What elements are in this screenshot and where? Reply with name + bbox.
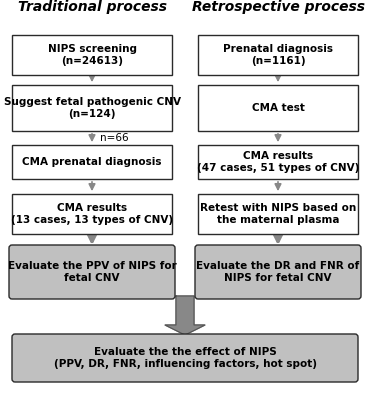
FancyBboxPatch shape <box>198 85 358 131</box>
FancyBboxPatch shape <box>198 145 358 179</box>
Text: Prenatal diagnosis
(n=1161): Prenatal diagnosis (n=1161) <box>223 44 333 66</box>
Text: CMA results
(13 cases, 13 types of CNV): CMA results (13 cases, 13 types of CNV) <box>11 203 173 225</box>
FancyBboxPatch shape <box>198 194 358 234</box>
FancyBboxPatch shape <box>195 245 361 299</box>
Text: Evaluate the the effect of NIPS
(PPV, DR, FNR, influencing factors, hot spot): Evaluate the the effect of NIPS (PPV, DR… <box>54 347 316 369</box>
Text: CMA test: CMA test <box>252 103 305 113</box>
FancyBboxPatch shape <box>12 334 358 382</box>
Text: NIPS screening
(n=24613): NIPS screening (n=24613) <box>47 44 137 66</box>
FancyBboxPatch shape <box>12 145 172 179</box>
FancyBboxPatch shape <box>12 194 172 234</box>
Text: CMA prenatal diagnosis: CMA prenatal diagnosis <box>22 157 162 167</box>
Text: Suggest fetal pathogenic CNV
(n=124): Suggest fetal pathogenic CNV (n=124) <box>3 97 181 119</box>
FancyBboxPatch shape <box>9 245 175 299</box>
Text: Retest with NIPS based on
the maternal plasma: Retest with NIPS based on the maternal p… <box>200 203 356 225</box>
Text: n=66: n=66 <box>100 133 129 143</box>
Text: Evaluate the DR and FNR of
NIPS for fetal CNV: Evaluate the DR and FNR of NIPS for feta… <box>196 261 360 283</box>
Text: Evaluate the PPV of NIPS for
fetal CNV: Evaluate the PPV of NIPS for fetal CNV <box>8 261 176 283</box>
FancyBboxPatch shape <box>12 85 172 131</box>
Polygon shape <box>165 296 205 335</box>
FancyBboxPatch shape <box>12 35 172 75</box>
FancyBboxPatch shape <box>198 35 358 75</box>
Text: Traditional process: Traditional process <box>17 0 166 14</box>
Text: Retrospective process: Retrospective process <box>192 0 364 14</box>
Text: CMA results
(47 cases, 51 types of CNV): CMA results (47 cases, 51 types of CNV) <box>197 151 359 173</box>
